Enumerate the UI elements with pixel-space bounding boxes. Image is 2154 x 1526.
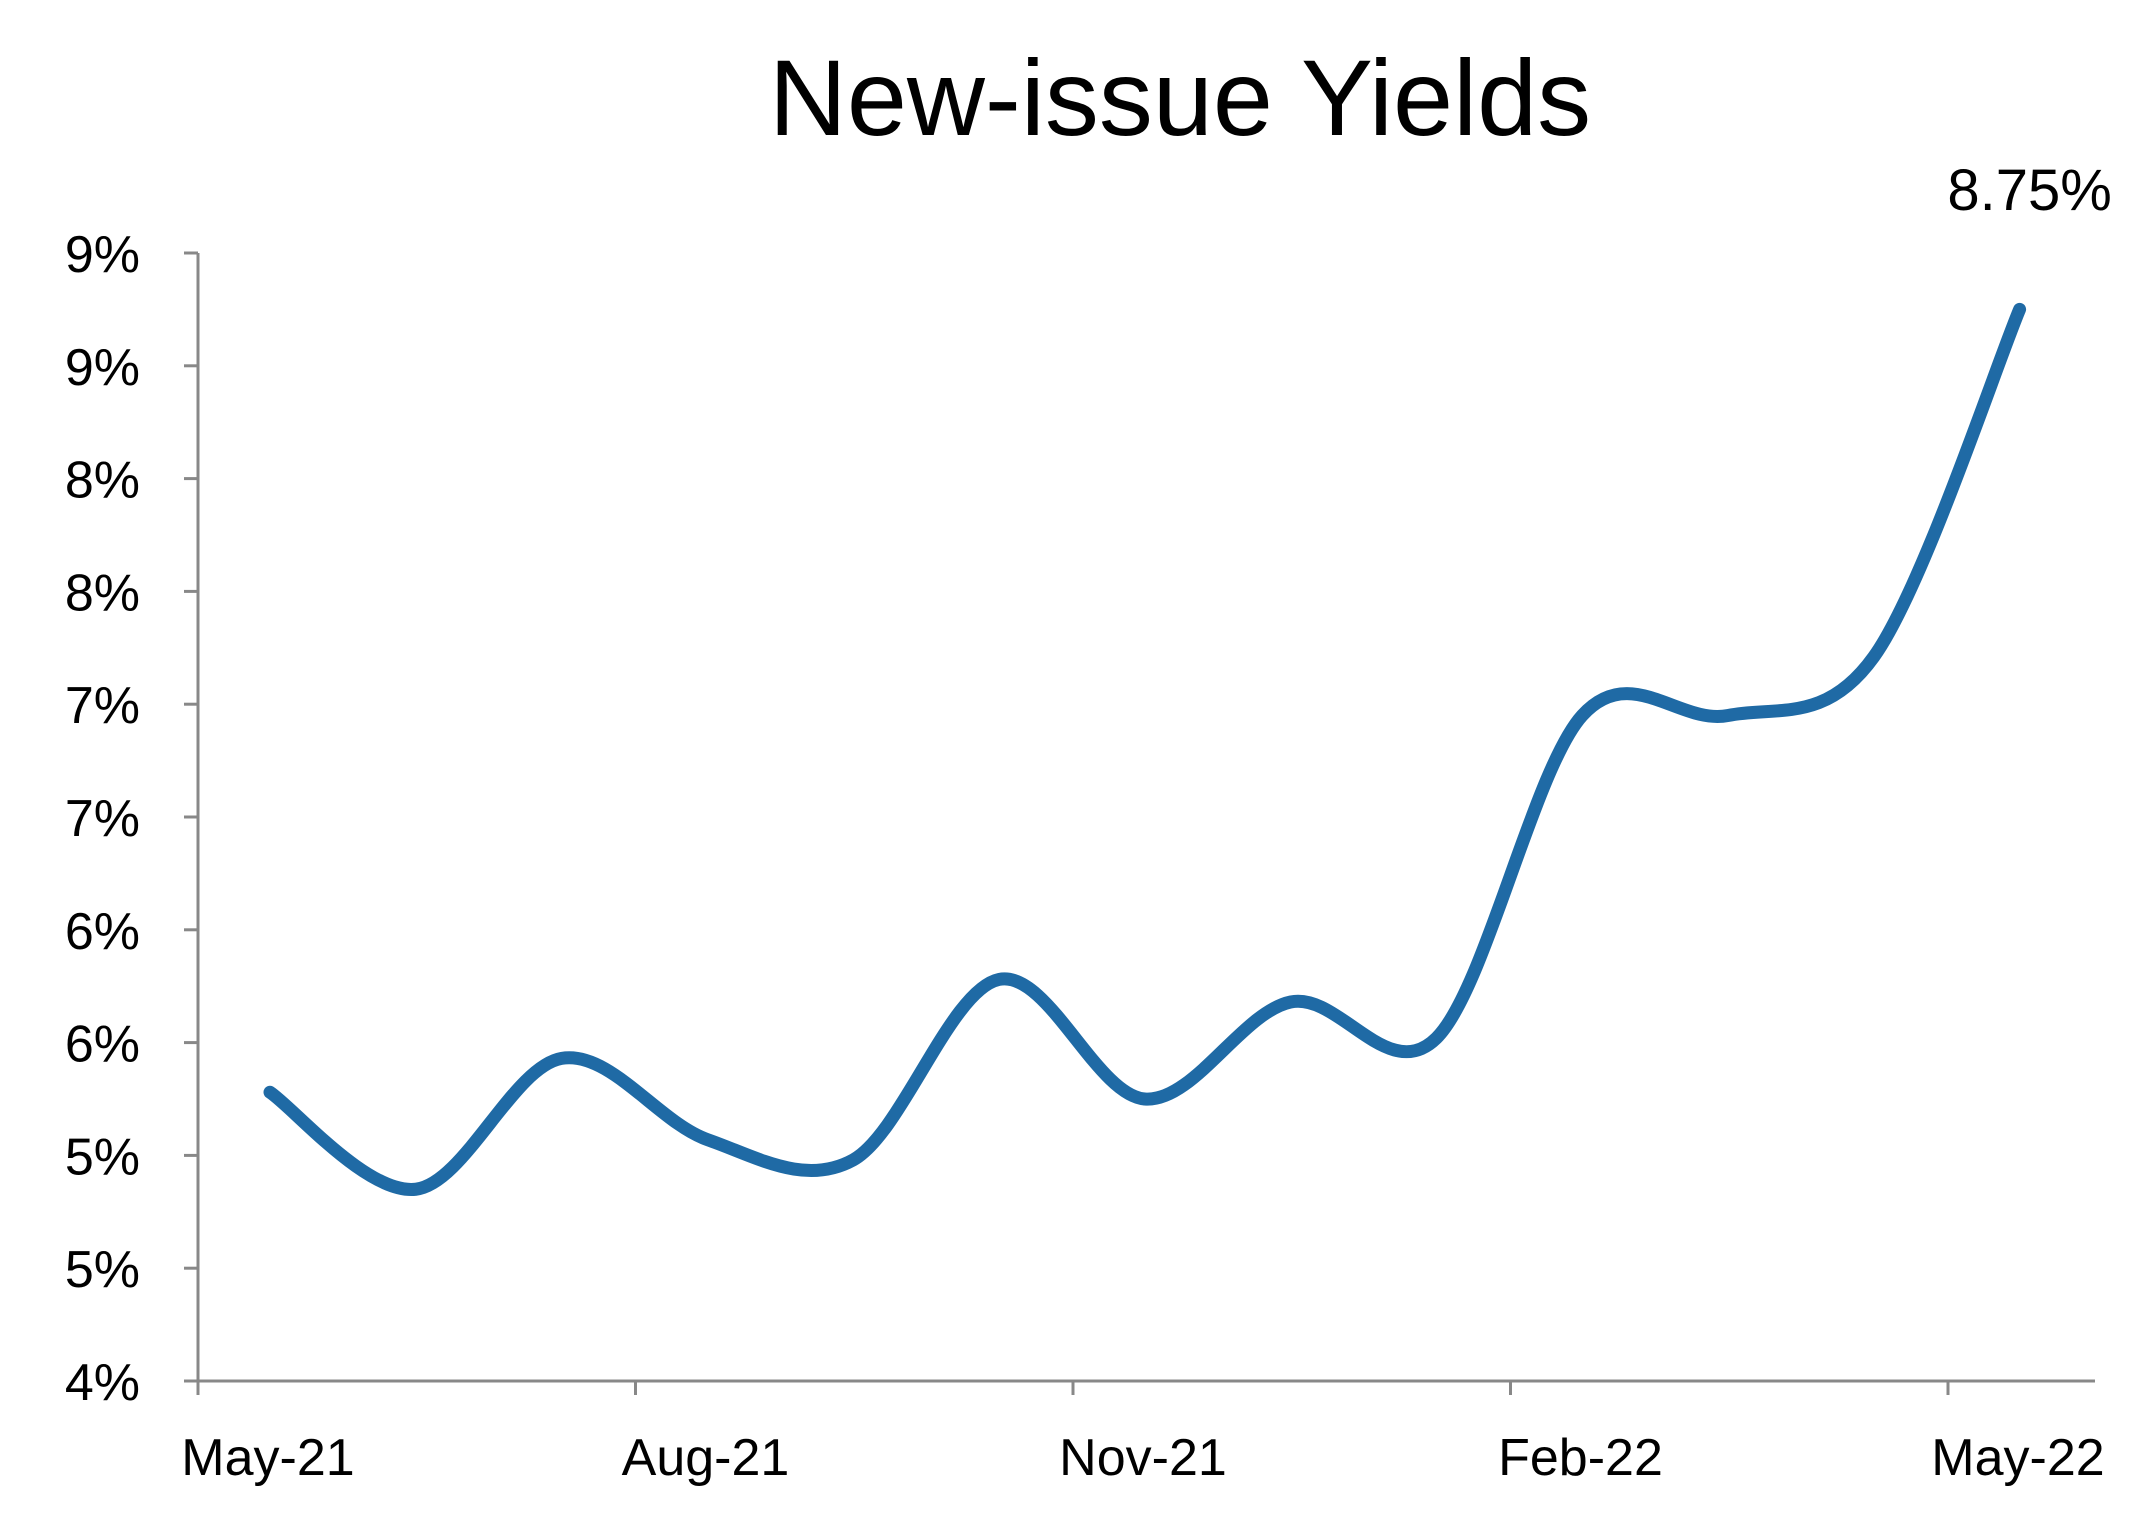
y-tick-label: 6% (65, 903, 140, 961)
y-tick-label: 9% (65, 226, 140, 284)
y-tick-label: 5% (65, 1128, 140, 1186)
annotations: 8.75% (1947, 158, 2111, 223)
last-value-label: 8.75% (1947, 158, 2111, 223)
y-tick-label: 8% (65, 452, 140, 510)
y-tick-label: 4% (65, 1354, 140, 1412)
x-tick-label: May-22 (1931, 1429, 2104, 1487)
y-tick-label: 8% (65, 564, 140, 622)
y-tick-label: 9% (65, 339, 140, 397)
yield-series-line (263, 302, 2027, 1196)
series-group (263, 302, 2027, 1196)
x-axis-ticks: May-21 Aug-21 Nov-21 Feb-22 May-22 (181, 1381, 2105, 1487)
y-tick-label: 6% (65, 1016, 140, 1074)
x-tick-label: Aug-21 (622, 1429, 790, 1487)
y-tick-label: 5% (65, 1241, 140, 1299)
chart-title: New-issue Yields (769, 37, 1591, 158)
y-tick-label: 7% (65, 677, 140, 735)
axes (196, 253, 2095, 1383)
x-tick-label: Feb-22 (1498, 1429, 1663, 1487)
y-tick-label: 7% (65, 790, 140, 848)
y-axis-ticks: 4% 5% 5% 6% 6% 7% 7% 8% 8% 9% 9% (65, 226, 198, 1412)
x-tick-label: May-21 (181, 1429, 354, 1487)
x-tick-label: Nov-21 (1059, 1429, 1227, 1487)
